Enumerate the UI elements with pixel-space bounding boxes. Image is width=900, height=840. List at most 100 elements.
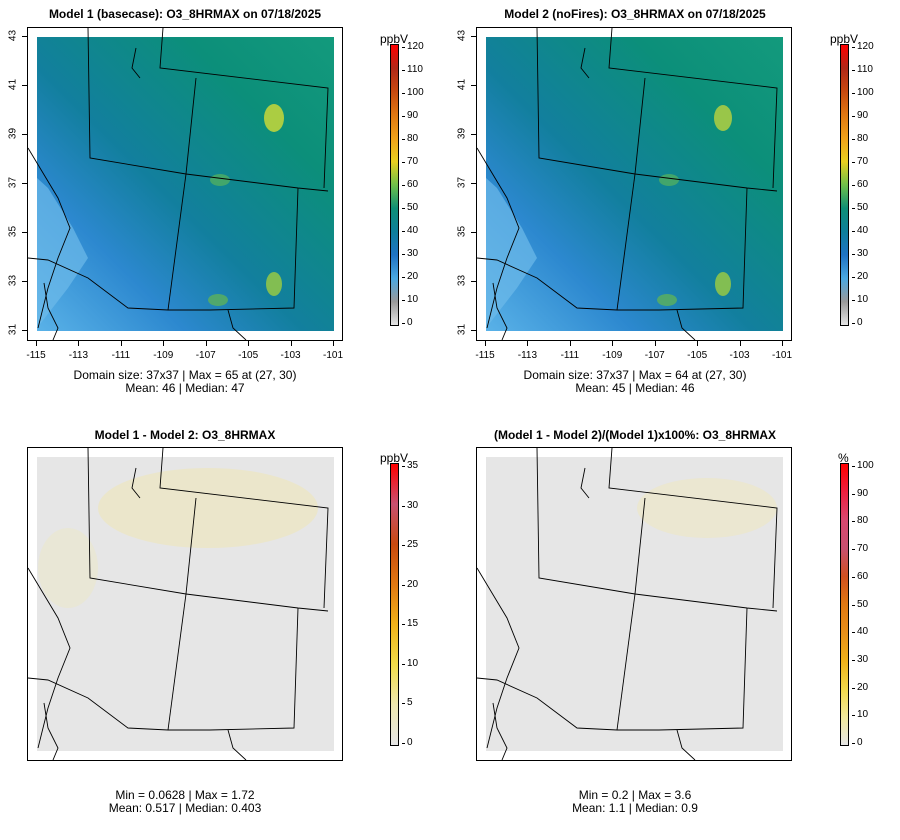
colorbar-tick-label: 120 — [402, 41, 424, 52]
panel3-stats-line1: Min = 0.0628 | Max = 1.72 — [115, 788, 255, 802]
x-tick-mark — [569, 341, 571, 346]
panel4-map — [477, 448, 783, 760]
colorbar-tick-label: 80 — [851, 515, 869, 527]
colorbar-tick-label: 10 — [851, 294, 869, 305]
y-tick-label: 31 — [456, 323, 468, 336]
y-tick-mark — [22, 85, 27, 86]
x-tick-mark — [205, 341, 207, 346]
x-tick-label: -111 — [560, 350, 580, 361]
y-tick-label: 41 — [7, 78, 19, 91]
panel2-colorbar — [840, 44, 849, 326]
panel3-map-frame — [27, 447, 343, 761]
x-tick-mark — [612, 341, 614, 346]
y-tick-label: 41 — [456, 78, 468, 91]
colorbar-tick-label: 90 — [851, 487, 869, 499]
colorbar-tick-label: 120 — [852, 41, 874, 52]
y-tick-mark — [22, 36, 27, 37]
colorbar-tick-label: 80 — [401, 133, 419, 144]
x-tick-label: -109 — [602, 350, 623, 361]
y-tick-mark — [471, 232, 476, 233]
y-tick-label: 43 — [456, 29, 468, 42]
y-tick-label: 35 — [7, 225, 19, 238]
panel2-title: Model 2 (noFires): O3_8HRMAX on 07/18/20… — [504, 7, 766, 21]
colorbar-tick-label: 10 — [401, 657, 419, 669]
x-tick-mark — [78, 341, 80, 346]
colorbar-tick-label: 5 — [402, 697, 413, 709]
colorbar-tick-label: 20 — [401, 271, 419, 282]
x-tick-label: -101 — [322, 350, 343, 361]
colorbar-tick-label: 10 — [401, 294, 419, 305]
x-tick-mark — [36, 341, 37, 346]
x-tick-label: -111 — [111, 350, 131, 361]
panel1-colorbar — [390, 44, 399, 326]
x-tick-label: -115 — [26, 350, 46, 361]
y-tick-mark — [471, 36, 476, 37]
y-tick-mark — [22, 232, 27, 233]
colorbar-tick-label: 0 — [852, 737, 863, 748]
colorbar-tick-label: 20 — [401, 578, 419, 590]
y-tick-label: 37 — [456, 176, 468, 189]
x-tick-mark — [527, 341, 529, 346]
x-tick-mark — [163, 341, 165, 346]
y-tick-mark — [471, 85, 476, 86]
y-tick-label: 39 — [7, 127, 19, 140]
panel1-map-frame — [27, 27, 343, 341]
y-tick-label: 37 — [7, 176, 19, 189]
panel1-colorbar-unit: ppbV — [380, 32, 409, 46]
x-tick-mark — [654, 341, 656, 346]
y-tick-label: 39 — [456, 127, 468, 140]
x-tick-mark — [697, 341, 699, 346]
colorbar-tick-label: 90 — [401, 110, 419, 121]
x-tick-label: -107 — [195, 350, 216, 361]
panel4-stats-line2: Mean: 1.1 | Median: 0.9 — [572, 801, 698, 815]
colorbar-tick-label: 25 — [401, 539, 419, 551]
colorbar-tick-label: 35 — [401, 460, 419, 471]
panel4-colorbar — [840, 463, 849, 746]
x-tick-label: -107 — [644, 350, 665, 361]
colorbar-tick-label: 0 — [852, 317, 863, 328]
x-tick-label: -115 — [475, 350, 495, 361]
colorbar-tick-label: 60 — [401, 179, 419, 190]
panel4-colorbar-unit: % — [838, 451, 849, 465]
y-tick-mark — [22, 281, 27, 282]
x-tick-mark — [333, 341, 334, 346]
x-tick-mark — [739, 341, 741, 346]
panel2-stats-line2: Mean: 45 | Median: 46 — [575, 381, 695, 395]
panel2-map-frame — [476, 27, 792, 341]
panel3-map — [28, 448, 334, 760]
panel4-title: (Model 1 - Model 2)/(Model 1)x100%: O3_8… — [493, 428, 777, 442]
colorbar-tick-label: 100 — [852, 460, 874, 471]
y-tick-mark — [22, 183, 27, 184]
x-tick-mark — [782, 341, 783, 346]
colorbar-tick-label: 100 — [852, 87, 874, 98]
x-tick-label: -101 — [771, 350, 792, 361]
colorbar-tick-label: 110 — [852, 64, 873, 75]
y-tick-mark — [471, 183, 476, 184]
panel3-colorbar-unit: ppbV — [380, 451, 409, 465]
colorbar-tick-label: 90 — [851, 110, 869, 121]
colorbar-tick-label: 60 — [851, 179, 869, 190]
colorbar-tick-label: 100 — [402, 87, 424, 98]
colorbar-tick-label: 60 — [851, 570, 869, 582]
y-tick-mark — [471, 281, 476, 282]
panel3-stats-line2: Mean: 0.517 | Median: 0.403 — [108, 801, 262, 815]
colorbar-tick-label: 10 — [851, 709, 869, 721]
x-tick-label: -103 — [729, 350, 750, 361]
colorbar-tick-label: 0 — [402, 737, 413, 748]
colorbar-tick-label: 110 — [402, 64, 423, 75]
panel2-map — [477, 28, 783, 340]
colorbar-tick-label: 30 — [401, 248, 419, 259]
colorbar-tick-label: 70 — [851, 543, 869, 555]
x-tick-label: -113 — [68, 350, 89, 361]
colorbar-tick-label: 50 — [401, 202, 419, 213]
colorbar-tick-label: 30 — [851, 248, 869, 259]
colorbar-tick-label: 50 — [851, 598, 869, 610]
panel2-stats-line1: Domain size: 37x37 | Max = 64 at (27, 30… — [523, 368, 747, 382]
colorbar-tick-label: 15 — [401, 618, 419, 630]
panel3-colorbar — [390, 463, 399, 746]
y-tick-label: 33 — [7, 274, 19, 287]
colorbar-tick-label: 30 — [851, 653, 869, 665]
x-tick-mark — [120, 341, 122, 346]
panel1-map — [28, 28, 334, 340]
y-tick-mark — [22, 330, 27, 331]
